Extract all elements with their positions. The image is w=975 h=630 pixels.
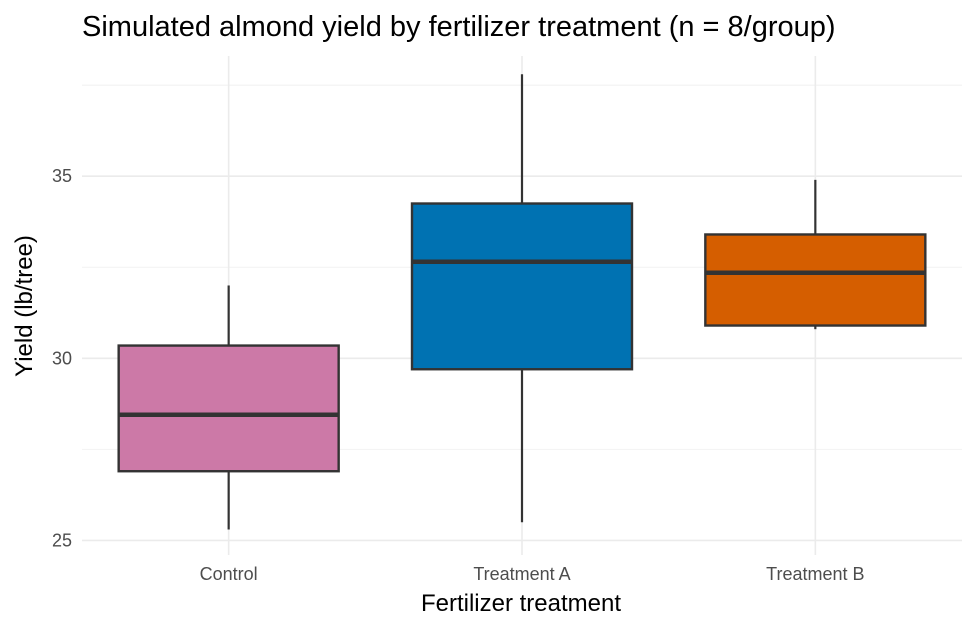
y-tick-label: 35 [52,166,72,186]
box-treatment-a [410,74,634,523]
x-axis-title: Fertilizer treatment [421,590,621,617]
chart-title: Simulated almond yield by fertilizer tre… [82,11,836,43]
x-tick-label: Treatment A [473,564,570,584]
x-tick-label: Control [200,564,258,584]
box-iqr [117,344,340,473]
box-control [117,285,340,530]
box-iqr [410,202,634,371]
x-tick-label: Treatment B [766,564,864,584]
box-iqr [704,233,927,327]
y-tick-label: 25 [52,530,72,550]
y-axis-ticks: 25 30 35 [52,166,72,550]
y-axis-title: Yield (lb/tree) [11,235,38,377]
boxes [117,74,927,530]
x-axis-ticks: Control Treatment A Treatment B [200,564,865,584]
box-treatment-b [704,179,927,330]
y-tick-label: 30 [52,348,72,368]
